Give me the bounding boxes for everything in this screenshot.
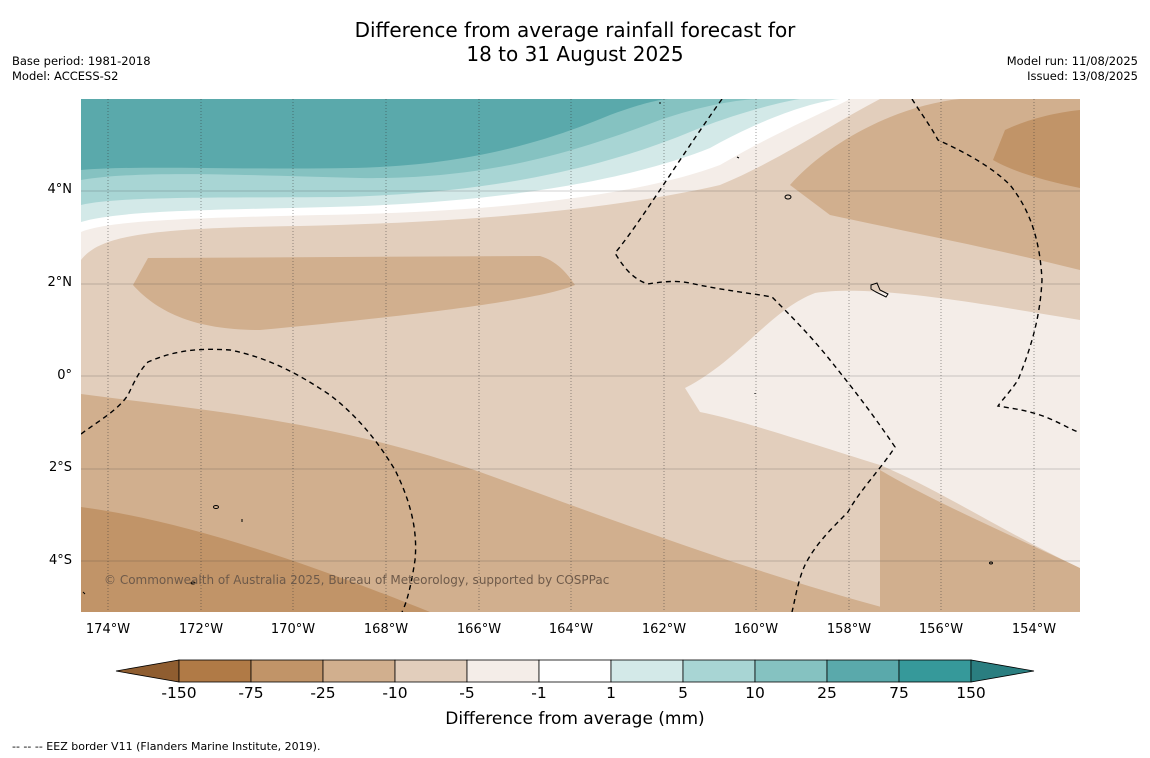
field-ne-drier	[993, 110, 1080, 188]
lon-label-166w: 166°W	[456, 622, 502, 637]
meta-left: Base period: 1981-2018 Model: ACCESS-S2	[12, 54, 151, 84]
colorbar-tick-label: -10	[382, 684, 408, 702]
colorbar-label: Difference from average (mm)	[445, 709, 705, 729]
colorbar-tick-label: 10	[745, 684, 765, 702]
colorbar-tick-label: -25	[310, 684, 336, 702]
lon-label-174w: 174°W	[85, 622, 131, 637]
colorbar-tick-label: 75	[889, 684, 909, 702]
colorbar-segment	[538, 659, 612, 683]
title-line-1: Difference from average rainfall forecas…	[354, 18, 796, 42]
islands	[82, 102, 993, 595]
colorbar-tick-label: 1	[606, 684, 616, 702]
colorbar-tick-label: 25	[817, 684, 837, 702]
colorbar-segment	[322, 659, 396, 683]
lat-label-2n: 2°N	[47, 275, 73, 290]
model-run: Model run: 11/08/2025	[1006, 54, 1138, 68]
field-central-dry	[133, 256, 575, 330]
eez-borders	[81, 99, 1079, 612]
colorbar-segment	[826, 659, 900, 683]
chart-title: Difference from average rainfall forecas…	[0, 18, 1150, 66]
field-north-wet4	[81, 99, 670, 170]
lon-label-158w: 158°W	[826, 622, 872, 637]
footnote: -- -- -- EEZ border V11 (Flanders Marine…	[12, 740, 321, 753]
colorbar	[115, 659, 1035, 683]
issued-date: Issued: 13/08/2025	[1027, 69, 1138, 83]
gridlines	[81, 99, 1080, 612]
lon-label-160w: 160°W	[733, 622, 779, 637]
base-period: Base period: 1981-2018	[12, 54, 151, 68]
colorbar-segment	[610, 659, 684, 683]
lon-label-162w: 162°W	[641, 622, 687, 637]
colorbar-under-arrow	[115, 659, 180, 683]
copyright-notice: © Commonwealth of Australia 2025, Bureau…	[104, 573, 609, 587]
meta-right: Model run: 11/08/2025 Issued: 13/08/2025	[1007, 54, 1138, 84]
model-name: Model: ACCESS-S2	[12, 69, 119, 83]
lon-label-164w: 164°W	[548, 622, 594, 637]
colorbar-tick-label: -150	[161, 684, 197, 702]
colorbar-segment	[682, 659, 756, 683]
lat-label-2s: 2°S	[48, 460, 72, 475]
title-line-2: 18 to 31 August 2025	[466, 42, 684, 66]
colorbar-tick-label: 5	[678, 684, 688, 702]
colorbar-segment	[178, 659, 252, 683]
colorbar-segment	[898, 659, 972, 683]
lon-label-156w: 156°W	[918, 622, 964, 637]
field-southwest-drier	[81, 507, 430, 612]
lat-label-0: 0°	[57, 368, 72, 383]
colorbar-tick-label: 150	[956, 684, 986, 702]
colorbar-tick-label: -5	[459, 684, 475, 702]
lon-label-154w: 154°W	[1011, 622, 1057, 637]
map-field: © Commonwealth of Australia 2025, Bureau…	[81, 99, 1080, 612]
colorbar-segment	[394, 659, 468, 683]
lat-label-4s: 4°S	[48, 553, 72, 568]
lon-label-168w: 168°W	[363, 622, 409, 637]
colorbar-tick-label: -1	[531, 684, 547, 702]
field-se-dry	[880, 470, 1080, 612]
lat-label-4n: 4°N	[47, 182, 73, 197]
lon-label-172w: 172°W	[178, 622, 224, 637]
colorbar-over-arrow	[970, 659, 1035, 683]
field-south-dry	[81, 394, 900, 612]
lon-label-170w: 170°W	[270, 622, 316, 637]
colorbar-segment	[754, 659, 828, 683]
colorbar-segment	[250, 659, 324, 683]
colorbar-tick-label: -75	[238, 684, 264, 702]
colorbar-segment	[466, 659, 540, 683]
